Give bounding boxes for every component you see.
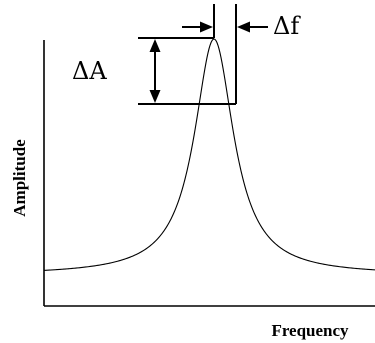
delta-f-left-arrow-head: [200, 21, 213, 33]
x-axis-label: Frequency: [271, 321, 349, 340]
delta-a-label: ΔA: [72, 57, 107, 85]
y-axis-label: Amplitude: [10, 139, 29, 217]
resonance-curve: [43, 38, 375, 271]
delta-f-label: Δf: [273, 12, 301, 40]
delta-a-arrow-up: [149, 39, 161, 52]
delta-f-right-arrow-head: [237, 21, 250, 33]
delta-a-arrow-down: [149, 90, 161, 103]
